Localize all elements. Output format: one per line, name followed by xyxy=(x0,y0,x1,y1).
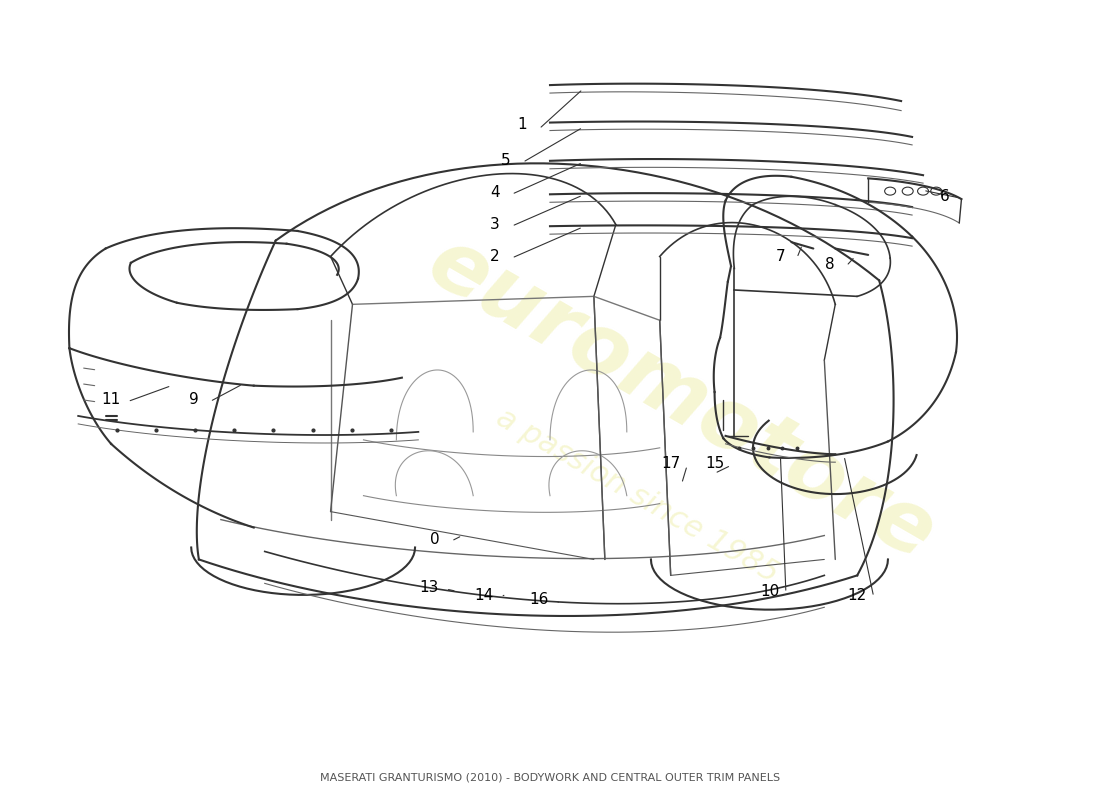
Text: euromotore: euromotore xyxy=(414,222,949,578)
Text: 11: 11 xyxy=(101,393,121,407)
Text: MASERATI GRANTURISMO (2010) - BODYWORK AND CENTRAL OUTER TRIM PANELS: MASERATI GRANTURISMO (2010) - BODYWORK A… xyxy=(320,773,780,782)
Text: 10: 10 xyxy=(760,584,779,599)
Text: 15: 15 xyxy=(705,456,724,471)
Text: 2: 2 xyxy=(491,249,501,264)
Text: 4: 4 xyxy=(491,186,501,200)
Text: 0: 0 xyxy=(430,532,440,547)
Text: 6: 6 xyxy=(940,190,950,204)
Text: 16: 16 xyxy=(529,592,549,607)
Text: 17: 17 xyxy=(661,456,680,471)
Text: 3: 3 xyxy=(491,217,501,232)
Text: 7: 7 xyxy=(776,249,785,264)
Text: 1: 1 xyxy=(518,118,527,133)
Text: 12: 12 xyxy=(848,588,867,603)
Text: 14: 14 xyxy=(474,588,494,603)
Text: 5: 5 xyxy=(502,154,510,168)
Text: a passion since 1985: a passion since 1985 xyxy=(492,403,784,589)
Text: 8: 8 xyxy=(825,257,835,272)
Text: 13: 13 xyxy=(419,580,439,595)
Text: 9: 9 xyxy=(188,393,198,407)
